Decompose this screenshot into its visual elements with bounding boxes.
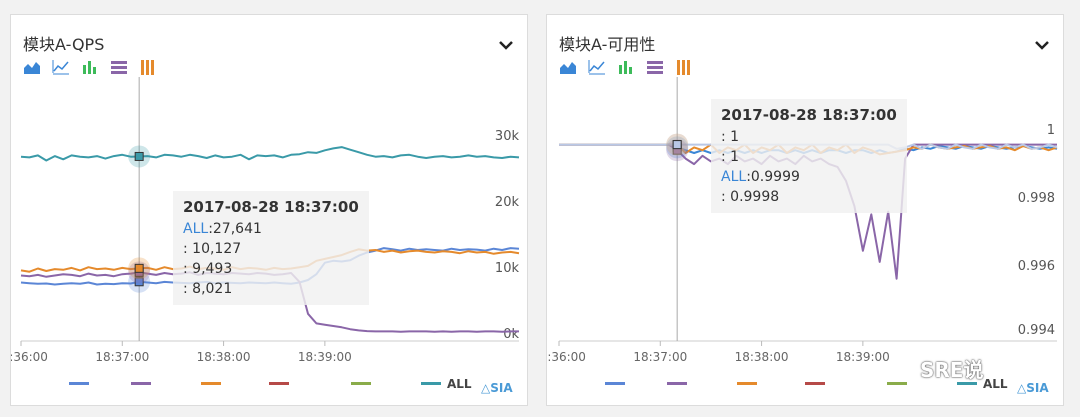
hover-point (134, 151, 144, 161)
legend-item[interactable] (805, 373, 825, 387)
qps-chart-panel: 模块A-QPS 18:36:00 18:37:00 18:38:00 18:39:00… (10, 14, 528, 406)
tooltip-row: : 1 (721, 129, 740, 145)
legend-item[interactable] (605, 373, 625, 387)
area-chart-icon[interactable] (559, 59, 577, 79)
legend-swatch (887, 382, 907, 385)
series-line-0[interactable] (20, 146, 520, 162)
chart-type-toolbar (23, 59, 163, 77)
tooltip-row: : 10,127 (183, 241, 242, 257)
legend-swatch (131, 382, 151, 385)
legend-item[interactable] (887, 373, 907, 387)
chevron-down-icon[interactable] (499, 35, 513, 54)
legend-label: ALL (983, 376, 1008, 391)
y-tick-label: 10k (495, 261, 520, 276)
stacked-columns-icon[interactable] (139, 59, 157, 79)
stacked-rows-icon[interactable] (646, 59, 664, 79)
hover-point (134, 277, 144, 287)
chart-legend: ALL (11, 373, 527, 391)
tooltip-row: : 9,493 (183, 261, 233, 277)
y-tick-label: 0k (503, 327, 519, 342)
chart-title: 模块A-QPS (23, 35, 105, 54)
sia-brand-logo: △SIA (481, 381, 513, 395)
x-tick-label: 18:39:00 (836, 350, 890, 364)
chart-title: 模块A-可用性 (559, 35, 656, 54)
legend-item[interactable] (69, 373, 89, 387)
legend-swatch (69, 382, 89, 385)
legend-item[interactable] (201, 373, 221, 387)
legend-swatch (805, 382, 825, 385)
x-tick-label: 18:39:00 (298, 350, 352, 364)
watermark: SRE说 (920, 358, 984, 382)
legend-label: ALL (447, 376, 472, 391)
stacked-columns-icon[interactable] (675, 59, 693, 79)
y-tick-label: 30k (495, 129, 520, 144)
hover-point (672, 140, 682, 150)
legend-swatch (351, 382, 371, 385)
legend-swatch (667, 382, 687, 385)
legend-swatch (269, 382, 289, 385)
y-tick-label: 0.996 (1018, 259, 1055, 274)
y-tick-label: 1 (1047, 123, 1055, 138)
y-tick-label: 20k (495, 195, 520, 210)
x-tick-label: 18:37:00 (633, 350, 687, 364)
legend-swatch (605, 382, 625, 385)
x-tick-label: 18:36:00 (547, 350, 586, 364)
tooltip-row: : 1 (721, 149, 740, 165)
bar-chart-icon[interactable] (81, 59, 99, 79)
tooltip-date: 2017-08-28 18:37:00 (721, 106, 897, 124)
qps-plot-area[interactable]: 18:36:00 18:37:00 18:38:00 18:39:00 0k 10k 20k… (11, 15, 527, 405)
x-tick-label: 18:36:00 (11, 350, 48, 364)
x-tick-label: 18:38:00 (735, 350, 789, 364)
legend-item[interactable]: ALL (957, 373, 1008, 391)
line-chart-icon[interactable] (588, 59, 606, 79)
legend-item[interactable] (737, 373, 757, 387)
hover-point (134, 263, 144, 273)
line-chart-icon[interactable] (52, 59, 70, 79)
tooltip-date: 2017-08-28 18:37:00 (183, 198, 359, 216)
legend-swatch (957, 382, 977, 385)
stacked-rows-icon[interactable] (110, 59, 128, 79)
legend-item[interactable] (667, 373, 687, 387)
legend-swatch (737, 382, 757, 385)
tooltip-row: : 0.9998 (721, 189, 780, 205)
tooltip-row: ALL:27,641 (183, 221, 262, 237)
chart-type-toolbar (559, 59, 699, 77)
legend-item[interactable] (351, 373, 371, 387)
availability-chart-panel: 模块A-可用性 18:36:00 18:37:00 18:38:00 18:39:00… (546, 14, 1064, 406)
bar-chart-icon[interactable] (617, 59, 635, 79)
hover-tooltip: 2017-08-28 18:37:00 ALL:27,641 : 10,127 … (173, 191, 369, 305)
x-tick-label: 18:38:00 (197, 350, 251, 364)
chevron-down-icon[interactable] (1035, 35, 1049, 54)
area-chart-icon[interactable] (23, 59, 41, 79)
chart-legend: ALL (547, 373, 1063, 391)
hover-tooltip: 2017-08-28 18:37:00 : 1 : 1 ALL:0.9999 :… (711, 99, 907, 213)
legend-swatch (421, 382, 441, 385)
y-tick-label: 0.998 (1018, 191, 1055, 206)
x-tick-label: 18:37:00 (95, 350, 149, 364)
tooltip-row: ALL:0.9999 (721, 169, 800, 185)
legend-item[interactable] (269, 373, 289, 387)
tooltip-row: : 8,021 (183, 281, 233, 297)
legend-item[interactable] (131, 373, 151, 387)
legend-swatch (201, 382, 221, 385)
legend-item[interactable]: ALL (421, 373, 472, 391)
y-tick-label: 0.994 (1018, 323, 1055, 338)
sia-brand-logo: △SIA (1017, 381, 1049, 395)
